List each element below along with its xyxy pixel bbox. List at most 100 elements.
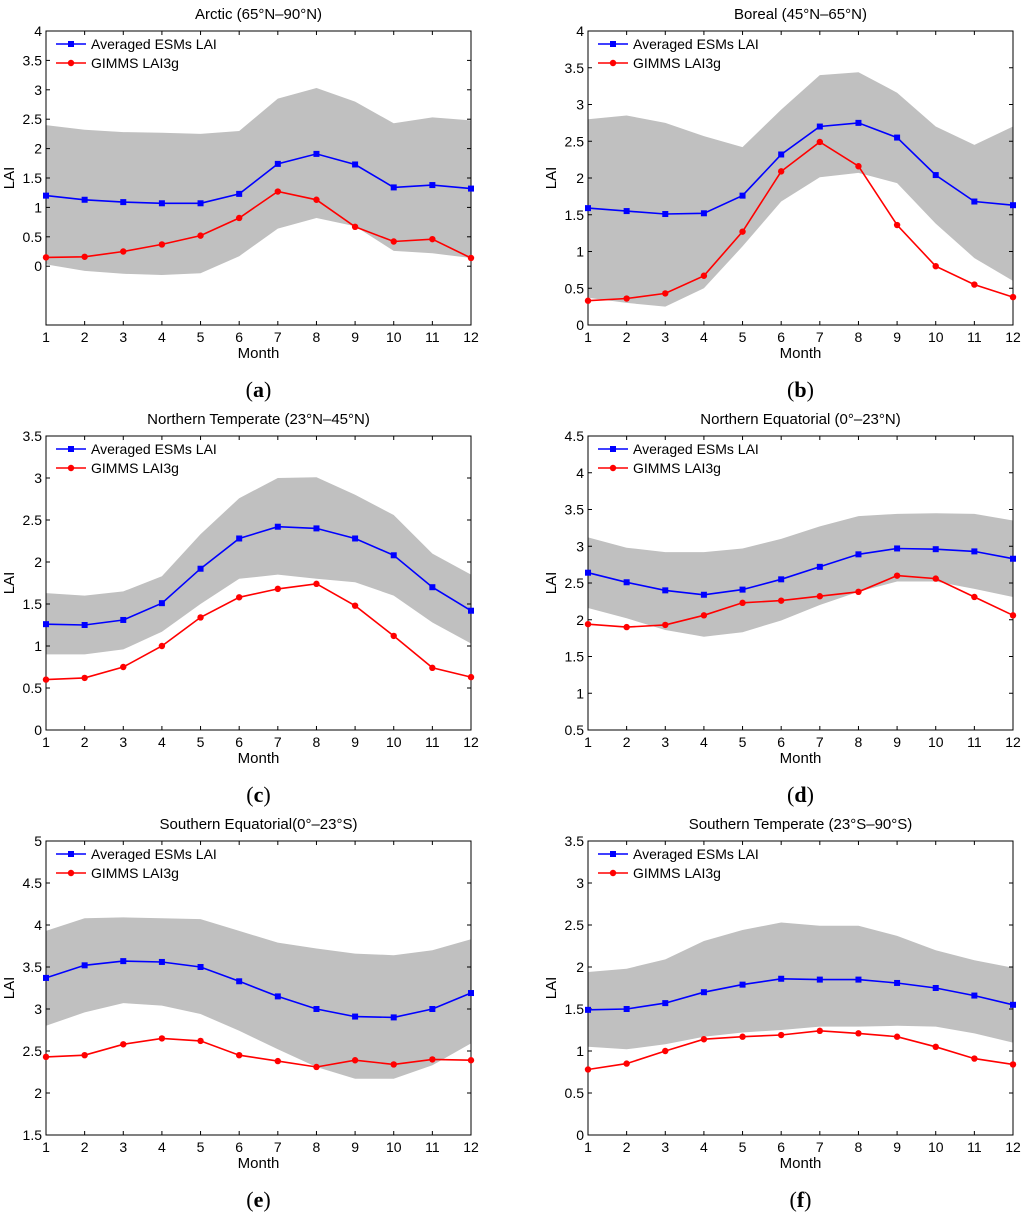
y-tick-label: 0.5 <box>23 229 43 245</box>
data-point-square <box>390 552 397 559</box>
data-point-square <box>236 190 243 197</box>
y-tick-label: 2.5 <box>565 917 585 933</box>
x-tick-label: 6 <box>235 329 243 345</box>
data-point-square <box>274 993 281 1000</box>
data-point-circle <box>81 253 88 260</box>
panel-caption: (a) <box>246 377 272 402</box>
esm-spread-band <box>46 917 471 1079</box>
caption-paren-close: ) <box>804 1187 811 1212</box>
panel-caption: (c) <box>246 782 270 807</box>
series-gimms <box>584 572 1017 631</box>
data-point-circle <box>700 272 708 279</box>
legend-entry: Averaged ESMs LAI <box>56 36 217 52</box>
chart-title: Arctic (65°N–90°N) <box>195 6 322 23</box>
y-tick-label: 3 <box>576 538 584 554</box>
data-point-circle <box>390 1061 397 1068</box>
data-point-circle <box>739 228 746 235</box>
x-tick-label: 11 <box>967 1139 982 1155</box>
data-point-circle <box>971 1055 978 1062</box>
x-tick-label: 5 <box>197 734 205 750</box>
chart-panel-f: Southern Temperate (23°S–90°S)1 2 3 4 5 6 7 8 9 1… <box>543 816 1021 1212</box>
data-point-square <box>932 546 939 553</box>
data-point-square <box>932 985 939 991</box>
x-axis-label: Month <box>780 1155 822 1172</box>
legend-label: Averaged ESMs LAI <box>91 36 217 52</box>
y-tick-label: 4 <box>34 23 42 39</box>
esm-spread-band <box>588 72 1013 307</box>
data-point-square <box>352 161 359 168</box>
legend-label: Averaged ESMs LAI <box>633 441 759 457</box>
data-point-square <box>43 974 49 981</box>
x-tick-label: 2 <box>623 329 631 345</box>
data-point-circle <box>777 168 785 175</box>
esm-spread-band <box>46 88 471 275</box>
legend-entry: Averaged ESMs LAI <box>598 36 759 52</box>
panel-caption: (d) <box>787 782 814 807</box>
legend-marker-circle <box>609 869 617 877</box>
data-point-square <box>855 119 862 126</box>
y-tick-label: 2.5 <box>23 111 43 127</box>
data-point-circle <box>429 1056 436 1063</box>
y-tick-label: 2.5 <box>23 512 43 528</box>
data-point-circle <box>739 599 746 607</box>
x-tick-label: 1 <box>42 1139 50 1155</box>
chart-panel-e: Southern Equatorial(0°–23°S)1 2 3 4 5 6 7 8 9 10 1… <box>1 816 479 1212</box>
data-point-square <box>855 551 862 558</box>
legend-entry: GIMMS LAI3g <box>598 460 721 476</box>
legend-entry: Averaged ESMs LAI <box>56 846 217 862</box>
series-line <box>587 122 1014 215</box>
x-tick-label: 7 <box>274 1139 282 1155</box>
series-line <box>587 141 1014 302</box>
data-point-circle <box>739 1033 746 1040</box>
data-point-circle <box>893 221 901 229</box>
x-tick-label: 4 <box>700 1139 708 1155</box>
x-tick-label: 7 <box>274 734 282 750</box>
data-point-circle <box>700 1036 708 1043</box>
x-tick-label: 11 <box>425 1139 440 1155</box>
x-tick-label: 10 <box>386 1139 402 1155</box>
data-point-circle <box>351 1057 359 1064</box>
data-point-square <box>81 622 88 628</box>
legend-label: GIMMS LAI3g <box>633 460 721 476</box>
data-point-circle <box>81 1052 88 1059</box>
data-point-square <box>197 964 204 970</box>
legend-label: Averaged ESMs LAI <box>91 846 217 862</box>
x-tick-label: 10 <box>386 734 402 750</box>
series-gimms <box>584 138 1017 304</box>
data-point-square <box>816 563 823 570</box>
x-tick-label: 4 <box>700 734 708 750</box>
data-point-circle <box>1009 293 1017 301</box>
data-point-circle <box>777 1031 785 1039</box>
data-point-circle <box>390 632 397 640</box>
caption-paren-open: ( <box>790 1187 797 1212</box>
data-point-square <box>739 981 746 988</box>
x-tick-label: 10 <box>928 734 944 750</box>
x-tick-label: 1 <box>42 329 50 345</box>
y-tick-label: 2 <box>34 1085 42 1101</box>
series-esm <box>43 958 474 1021</box>
data-point-circle <box>816 593 824 600</box>
chart-title: Southern Temperate (23°S–90°S) <box>689 816 913 833</box>
x-tick-label: 5 <box>739 734 747 750</box>
data-point-circle <box>81 674 88 682</box>
chart-panel-c: Northern Temperate (23°N–45°N)1 2 3 4 5 6 7 8 9 1… <box>1 411 479 807</box>
data-point-square <box>197 565 204 572</box>
data-point-square <box>81 962 88 969</box>
y-tick-label: 1.5 <box>23 1127 43 1143</box>
y-tick-label: 0.5 <box>23 680 43 696</box>
y-tick-label: 0 <box>576 317 584 333</box>
y-axis-label: LAI <box>1 167 18 190</box>
data-point-circle <box>467 673 475 681</box>
data-point-square <box>120 958 127 965</box>
caption-paren-open: ( <box>246 782 253 807</box>
y-tick-label: 1 <box>576 244 584 260</box>
x-tick-label: 9 <box>351 329 359 345</box>
data-point-square <box>623 208 630 215</box>
y-tick-label: 1.5 <box>23 596 43 612</box>
data-point-circle <box>1009 612 1017 619</box>
x-tick-label: 3 <box>119 734 127 750</box>
legend-entry: GIMMS LAI3g <box>56 460 179 476</box>
caption-letter: b <box>794 377 806 402</box>
x-tick-label: 9 <box>351 1139 359 1155</box>
y-tick-label: 3 <box>34 82 42 98</box>
